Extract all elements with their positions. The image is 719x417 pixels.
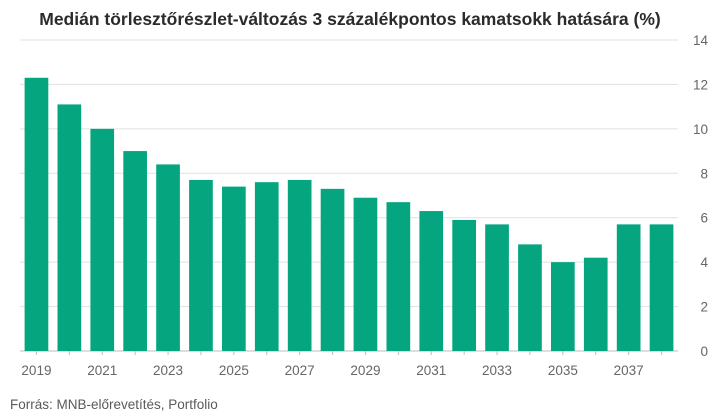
bar bbox=[386, 202, 411, 351]
bar bbox=[452, 219, 476, 351]
bar bbox=[551, 262, 575, 351]
y-tick-label: 8 bbox=[700, 166, 708, 181]
x-tick-label: 2025 bbox=[219, 363, 249, 378]
y-tick-label: 10 bbox=[693, 122, 708, 137]
x-tick-label: 2019 bbox=[21, 363, 51, 378]
bar bbox=[320, 188, 345, 351]
bar bbox=[419, 211, 444, 351]
bar bbox=[616, 224, 641, 351]
x-tick-label: 2037 bbox=[614, 363, 644, 378]
bar bbox=[222, 186, 246, 351]
y-tick-label: 6 bbox=[700, 211, 708, 226]
y-tick-label: 2 bbox=[700, 300, 708, 315]
y-tick-label: 12 bbox=[693, 77, 708, 92]
bar bbox=[287, 179, 312, 351]
x-tick-label: 2031 bbox=[416, 363, 446, 378]
bar bbox=[156, 164, 180, 351]
x-tick-label: 2023 bbox=[153, 363, 183, 378]
x-tick-label: 2029 bbox=[350, 363, 380, 378]
bar bbox=[518, 244, 542, 351]
x-tick-label: 2021 bbox=[87, 363, 117, 378]
x-tick-label: 2027 bbox=[285, 363, 315, 378]
y-tick-label: 0 bbox=[700, 344, 708, 359]
chart-title: Medián törlesztőrészlet-változás 3 száza… bbox=[39, 9, 661, 29]
bar bbox=[24, 77, 49, 351]
y-tick-label: 4 bbox=[700, 255, 708, 270]
bar bbox=[123, 151, 147, 351]
bar bbox=[57, 104, 82, 352]
x-tick-label: 2033 bbox=[482, 363, 512, 378]
bar bbox=[353, 197, 378, 351]
bar bbox=[649, 224, 674, 351]
bar bbox=[254, 182, 279, 351]
y-tick-label: 14 bbox=[693, 33, 709, 48]
x-tick-label: 2035 bbox=[548, 363, 578, 378]
bar bbox=[189, 179, 213, 351]
bar bbox=[583, 257, 608, 351]
bar bbox=[485, 224, 509, 351]
bar bbox=[90, 128, 115, 351]
source-note: Forrás: MNB-előrevetítés, Portfolio bbox=[10, 397, 218, 412]
